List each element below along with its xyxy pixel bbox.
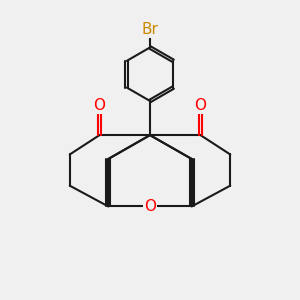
Text: O: O xyxy=(94,98,106,113)
Text: O: O xyxy=(194,98,206,113)
Text: Br: Br xyxy=(142,22,158,37)
Text: O: O xyxy=(144,199,156,214)
